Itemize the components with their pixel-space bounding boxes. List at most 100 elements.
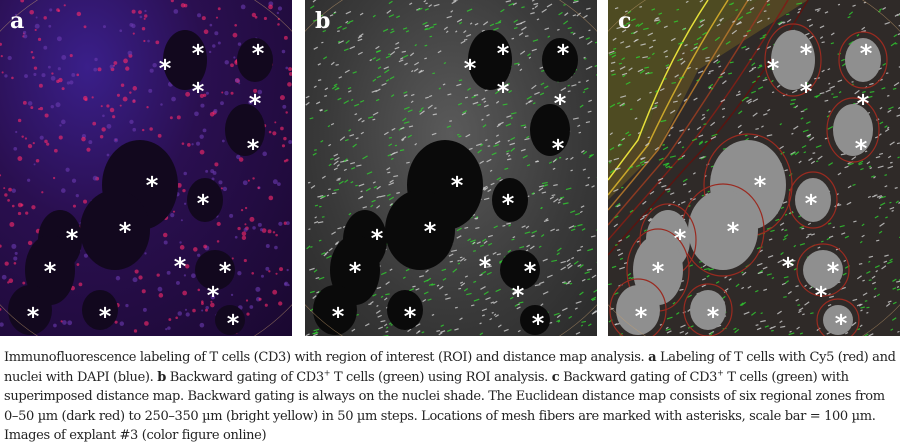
cell-mark xyxy=(389,137,392,139)
cell-mark xyxy=(365,323,370,326)
cell-mark xyxy=(360,190,362,192)
cell-mark xyxy=(809,287,812,290)
cell-dot xyxy=(22,282,25,285)
cell-dot xyxy=(265,267,269,271)
cell-mark xyxy=(783,201,788,204)
cell-mark xyxy=(550,228,555,231)
cell-dot xyxy=(144,252,146,254)
cell-mark xyxy=(432,314,435,316)
cell-mark xyxy=(454,328,459,330)
cell-mark xyxy=(497,253,501,255)
cell-mark xyxy=(485,139,488,141)
cell-mark xyxy=(337,98,341,101)
cell-mark xyxy=(755,324,758,326)
mesh-fiber-asterisk: * xyxy=(424,220,437,244)
cell-dot xyxy=(221,187,223,189)
cell-mark xyxy=(739,131,743,134)
cell-dot xyxy=(234,24,237,27)
cell-mark xyxy=(334,167,338,170)
cell-mark xyxy=(865,300,868,302)
cell-dot xyxy=(21,135,23,137)
cell-mark xyxy=(765,325,769,328)
cell-dot xyxy=(72,179,76,183)
cell-mark xyxy=(811,161,815,164)
cell-mark xyxy=(482,314,485,316)
cell-dot xyxy=(84,25,87,28)
cell-dot xyxy=(21,204,24,207)
cell-dot xyxy=(132,10,136,14)
cell-mark xyxy=(334,157,340,161)
cell-mark xyxy=(556,229,559,231)
cell-dot xyxy=(146,106,148,108)
cell-mark xyxy=(542,191,547,193)
cell-mark xyxy=(313,0,318,2)
cell-mark xyxy=(853,220,857,222)
cell-mark xyxy=(511,38,514,40)
cell-mark xyxy=(388,182,394,185)
cell-mark xyxy=(432,133,437,136)
cell-dot xyxy=(186,312,190,316)
mesh-fiber-asterisk: * xyxy=(464,57,477,81)
cell-dot xyxy=(245,207,247,209)
cell-mark xyxy=(570,210,575,213)
cell-mark xyxy=(678,141,682,144)
mesh-fiber-asterisk: * xyxy=(860,42,873,66)
cell-mark xyxy=(755,128,759,130)
cell-mark xyxy=(887,166,893,169)
cell-dot xyxy=(232,257,234,259)
cell-mark xyxy=(450,261,453,263)
cell-mark xyxy=(793,245,796,247)
cell-dot xyxy=(133,277,138,282)
cell-mark xyxy=(460,257,463,259)
cell-mark xyxy=(539,246,542,248)
cell-dot xyxy=(65,168,69,172)
cell-mark xyxy=(806,236,809,239)
cell-mark xyxy=(314,216,317,218)
cell-mark xyxy=(889,207,894,210)
cell-mark xyxy=(542,182,548,184)
cell-mark xyxy=(346,11,352,14)
cell-dot xyxy=(185,309,187,311)
cell-mark xyxy=(569,225,575,229)
cell-mark xyxy=(791,99,796,101)
cell-dot xyxy=(192,309,196,313)
cell-mark xyxy=(663,147,669,151)
cell-mark xyxy=(829,86,835,89)
cell-mark xyxy=(588,111,592,113)
cell-mark xyxy=(539,281,544,284)
cell-mark xyxy=(429,95,432,97)
cell-mark xyxy=(896,114,900,116)
cell-dot xyxy=(167,271,171,275)
cell-mark xyxy=(570,283,573,285)
cell-dot xyxy=(112,115,115,118)
mesh-fiber-asterisk: * xyxy=(557,42,570,66)
cell-dot xyxy=(140,16,143,19)
cell-dot xyxy=(83,200,87,204)
cell-mark xyxy=(479,332,483,335)
cell-dot xyxy=(210,112,215,117)
cell-mark xyxy=(495,289,501,292)
cell-dot xyxy=(92,122,96,126)
cell-mark xyxy=(751,312,756,316)
cell-mark xyxy=(888,106,894,109)
cell-mark xyxy=(875,265,880,268)
cell-mark xyxy=(683,178,688,182)
cell-mark xyxy=(455,307,458,309)
cell-dot xyxy=(125,66,129,70)
cell-dot xyxy=(100,135,103,138)
cell-dot xyxy=(268,229,272,233)
cell-mark xyxy=(540,93,544,96)
cell-mark xyxy=(381,272,387,275)
cell-mark xyxy=(493,252,497,255)
cell-mark xyxy=(848,185,852,188)
cell-mark xyxy=(889,141,894,145)
cell-mark xyxy=(783,238,787,241)
cell-mark xyxy=(480,286,486,290)
cell-mark xyxy=(520,21,526,24)
cell-mark xyxy=(879,223,885,227)
cell-mark xyxy=(441,269,446,272)
cell-mark xyxy=(751,62,755,66)
cell-dot xyxy=(33,142,35,144)
cell-dot xyxy=(129,120,133,124)
cell-mark xyxy=(570,170,572,172)
